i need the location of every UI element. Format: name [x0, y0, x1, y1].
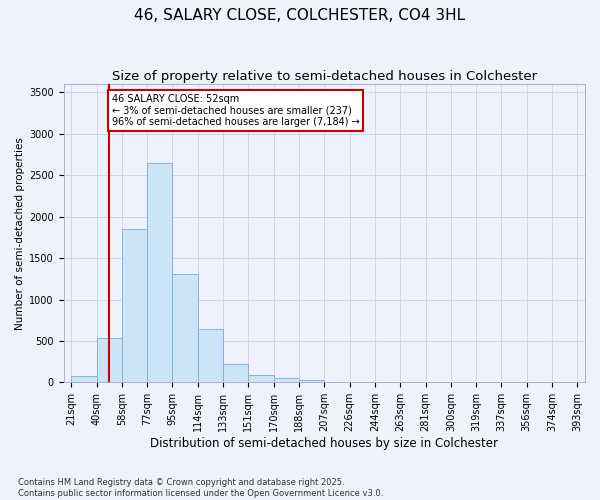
Bar — [97, 338, 122, 382]
Bar — [223, 364, 248, 382]
Bar — [248, 375, 274, 382]
Bar — [122, 228, 147, 382]
Bar — [274, 378, 299, 382]
Title: Size of property relative to semi-detached houses in Colchester: Size of property relative to semi-detach… — [112, 70, 537, 83]
Y-axis label: Number of semi-detached properties: Number of semi-detached properties — [15, 137, 25, 330]
Bar — [198, 329, 223, 382]
Text: 46, SALARY CLOSE, COLCHESTER, CO4 3HL: 46, SALARY CLOSE, COLCHESTER, CO4 3HL — [134, 8, 466, 22]
Bar — [299, 380, 325, 382]
Bar — [172, 274, 198, 382]
X-axis label: Distribution of semi-detached houses by size in Colchester: Distribution of semi-detached houses by … — [151, 437, 499, 450]
Bar — [71, 376, 97, 382]
Text: 46 SALARY CLOSE: 52sqm
← 3% of semi-detached houses are smaller (237)
96% of sem: 46 SALARY CLOSE: 52sqm ← 3% of semi-deta… — [112, 94, 359, 128]
Text: Contains HM Land Registry data © Crown copyright and database right 2025.
Contai: Contains HM Land Registry data © Crown c… — [18, 478, 383, 498]
Bar — [147, 163, 172, 382]
